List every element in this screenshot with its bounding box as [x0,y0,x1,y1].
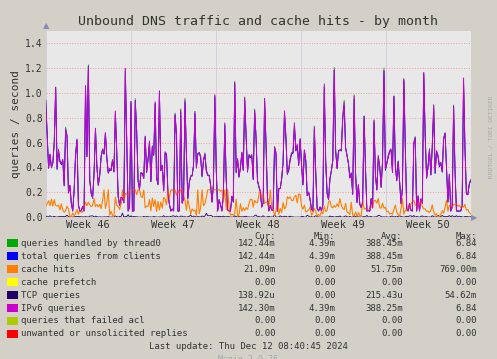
Text: 0.00: 0.00 [381,278,403,287]
Text: 0.00: 0.00 [381,316,403,326]
Text: 0.00: 0.00 [314,290,335,300]
Text: 388.45m: 388.45m [365,252,403,261]
Text: 0.00: 0.00 [456,329,477,339]
Text: Min:: Min: [314,232,335,241]
Text: 142.30m: 142.30m [238,303,276,313]
Text: 21.09m: 21.09m [244,265,276,274]
Text: 0.00: 0.00 [254,316,276,326]
Text: 0.00: 0.00 [456,278,477,287]
Text: ▲: ▲ [42,22,49,31]
Text: Munin 2.0.76: Munin 2.0.76 [219,355,278,359]
Text: unwanted or unsolicited replies: unwanted or unsolicited replies [21,329,188,339]
Text: 0.00: 0.00 [456,316,477,326]
Text: Avg:: Avg: [381,232,403,241]
Text: 6.84: 6.84 [456,239,477,248]
Text: 388.45m: 388.45m [365,239,403,248]
Text: Last update: Thu Dec 12 08:40:45 2024: Last update: Thu Dec 12 08:40:45 2024 [149,342,348,351]
Text: IPv6 queries: IPv6 queries [21,303,86,313]
Text: ▶: ▶ [471,213,477,222]
Text: 4.39m: 4.39m [309,252,335,261]
Text: 6.84: 6.84 [456,303,477,313]
Text: 51.75m: 51.75m [370,265,403,274]
Text: queries that failed acl: queries that failed acl [21,316,145,326]
Text: total queries from clients: total queries from clients [21,252,161,261]
Title: Unbound DNS traffic and cache hits - by month: Unbound DNS traffic and cache hits - by … [78,15,438,28]
Text: 4.39m: 4.39m [309,239,335,248]
Text: cache hits: cache hits [21,265,75,274]
Text: queries handled by thread0: queries handled by thread0 [21,239,161,248]
Text: 0.00: 0.00 [314,329,335,339]
Text: RRDTOOL / TOBI OETIKER: RRDTOOL / TOBI OETIKER [489,95,494,178]
Text: 6.84: 6.84 [456,252,477,261]
Text: 0.00: 0.00 [314,316,335,326]
Text: 138.92u: 138.92u [238,290,276,300]
Text: 0.00: 0.00 [314,265,335,274]
Text: Cur:: Cur: [254,232,276,241]
Text: 769.00m: 769.00m [439,265,477,274]
Text: 0.00: 0.00 [254,278,276,287]
Text: 0.00: 0.00 [381,329,403,339]
Text: 388.25m: 388.25m [365,303,403,313]
Text: 142.44m: 142.44m [238,239,276,248]
Text: TCP queries: TCP queries [21,290,81,300]
Text: Max:: Max: [456,232,477,241]
Y-axis label: queries / second: queries / second [11,70,21,178]
Text: 0.00: 0.00 [314,278,335,287]
Text: 4.39m: 4.39m [309,303,335,313]
Text: 142.44m: 142.44m [238,252,276,261]
Text: 54.62m: 54.62m [445,290,477,300]
Text: cache prefetch: cache prefetch [21,278,96,287]
Text: 0.00: 0.00 [254,329,276,339]
Text: 215.43u: 215.43u [365,290,403,300]
